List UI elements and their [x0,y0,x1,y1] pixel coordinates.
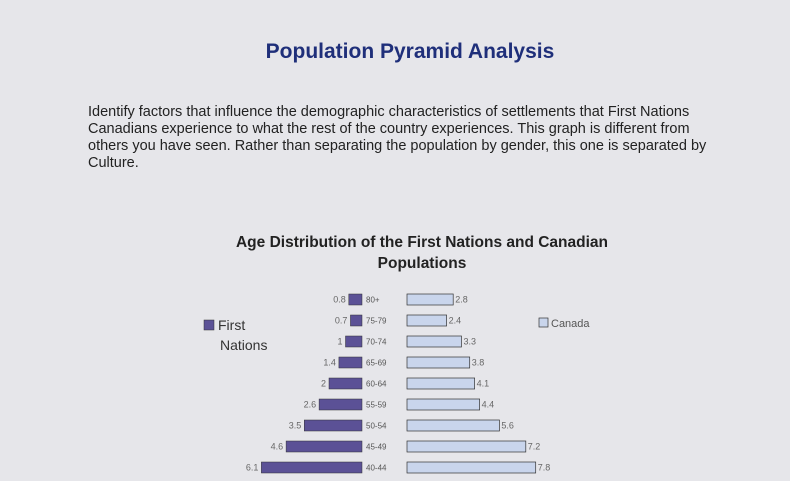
legend-label: Canada [551,318,590,330]
value-label: 2.4 [449,316,462,326]
value-label: 1 [337,337,342,347]
value-label: 7.2 [528,442,541,452]
bar [348,293,363,306]
age-label: 75-79 [366,317,387,326]
value-label: 5.6 [501,421,514,431]
value-label: 6.1 [246,463,259,473]
age-label: 55-59 [366,401,387,410]
value-label: 4.4 [482,400,495,410]
value-label: 2.6 [304,400,317,410]
age-label: 80+ [366,296,380,305]
bar [318,398,363,411]
bar [406,419,500,432]
age-label: 60-64 [366,380,387,389]
age-label: 45-49 [366,443,387,452]
value-label: 4.6 [271,442,284,452]
value-label: 3.3 [463,337,476,347]
chart-title-line: Populations [378,255,467,272]
legend-label: First Nations [218,317,267,353]
chart-title: Age Distribution of the First Nations an… [236,234,608,272]
bar [406,377,476,390]
value-label: 3.5 [289,421,302,431]
legend-swatch [538,317,549,328]
bar [406,335,462,348]
legend-swatch [203,319,215,331]
page-title: Population Pyramid Analysis [265,40,555,63]
bar [406,356,471,369]
bar [338,356,363,369]
age-label: 65-69 [366,359,387,368]
value-label: 4.1 [477,379,490,389]
value-label: 3.8 [472,358,485,368]
bar [406,398,480,411]
bar [406,461,537,474]
bar [328,377,363,390]
bar [406,440,527,453]
legend-line: Nations [220,337,267,353]
bar [261,461,363,474]
chart-title-line: Age Distribution of the First Nations an… [236,234,608,251]
age-label: 40-44 [366,464,387,473]
age-label: 70-74 [366,338,387,347]
bar [304,419,363,432]
value-label: 0.8 [333,295,346,305]
instructions: Identify factors that influence the demo… [88,104,707,171]
age-label: 50-54 [366,422,387,431]
value-label: 1.4 [323,358,336,368]
bar [406,314,447,327]
value-label: 0.7 [335,316,348,326]
bar [345,335,363,348]
legend-line: First [218,317,245,333]
bar [350,314,363,327]
value-label: 7.8 [538,463,551,473]
bar [406,293,454,306]
bar [285,440,363,453]
value-label: 2 [321,379,326,389]
value-label: 2.8 [455,295,468,305]
